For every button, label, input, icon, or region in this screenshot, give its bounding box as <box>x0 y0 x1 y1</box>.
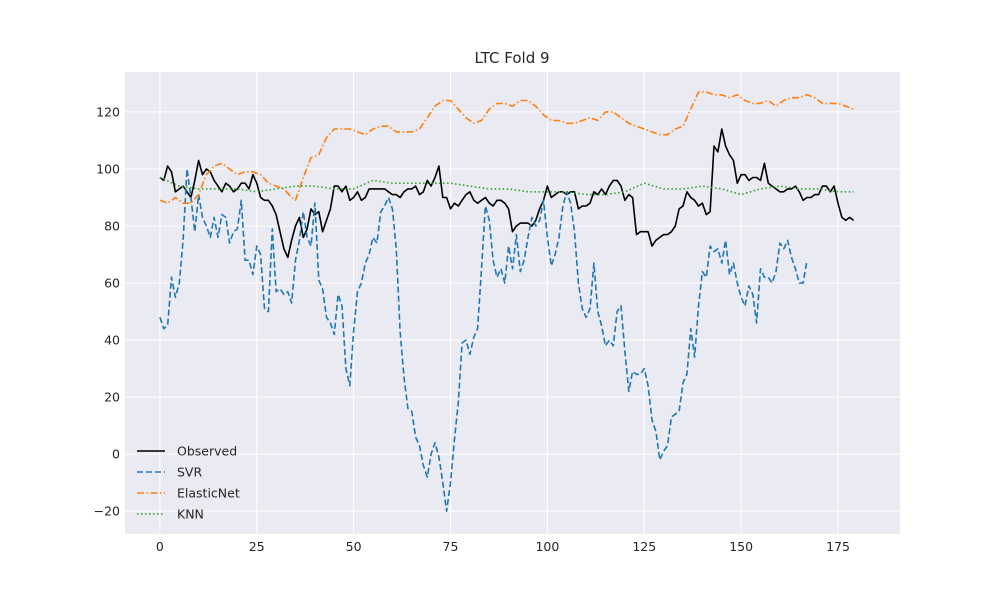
legend-label: KNN <box>177 507 204 522</box>
x-tick-label: 75 <box>443 539 459 554</box>
series-group <box>159 91 854 512</box>
x-tick-label: 0 <box>156 539 164 554</box>
x-tick-label: 25 <box>249 539 265 554</box>
y-tick-label: 0 <box>112 447 120 462</box>
y-tick-label: 80 <box>104 219 120 234</box>
x-tick-label: 150 <box>729 539 753 554</box>
y-tick-label: 60 <box>104 276 120 291</box>
series-line-elasticnet <box>159 91 854 204</box>
legend: Observed SVR ElasticNet KNN <box>137 444 240 522</box>
y-tick-label: −20 <box>94 504 120 519</box>
y-tick-label: 120 <box>96 104 120 119</box>
x-axis: 0 25 50 75 100 125 150 175 <box>156 539 850 554</box>
x-tick-label: 125 <box>632 539 656 554</box>
chart-title: LTC Fold 9 <box>474 49 549 67</box>
series-line-svr <box>159 168 808 512</box>
legend-label: Observed <box>177 444 237 459</box>
legend-label: ElasticNet <box>177 486 240 501</box>
grid-lines <box>125 72 900 534</box>
y-tick-label: 100 <box>96 161 120 176</box>
y-tick-label: 40 <box>104 333 120 348</box>
y-axis: −20 0 20 40 60 80 100 120 <box>94 104 120 518</box>
x-tick-label: 175 <box>826 539 850 554</box>
legend-label: SVR <box>177 465 202 480</box>
x-tick-label: 100 <box>535 539 559 554</box>
x-tick-label: 50 <box>346 539 362 554</box>
series-line-observed <box>159 128 854 259</box>
y-tick-label: 20 <box>104 390 120 405</box>
plot-area <box>125 72 900 534</box>
